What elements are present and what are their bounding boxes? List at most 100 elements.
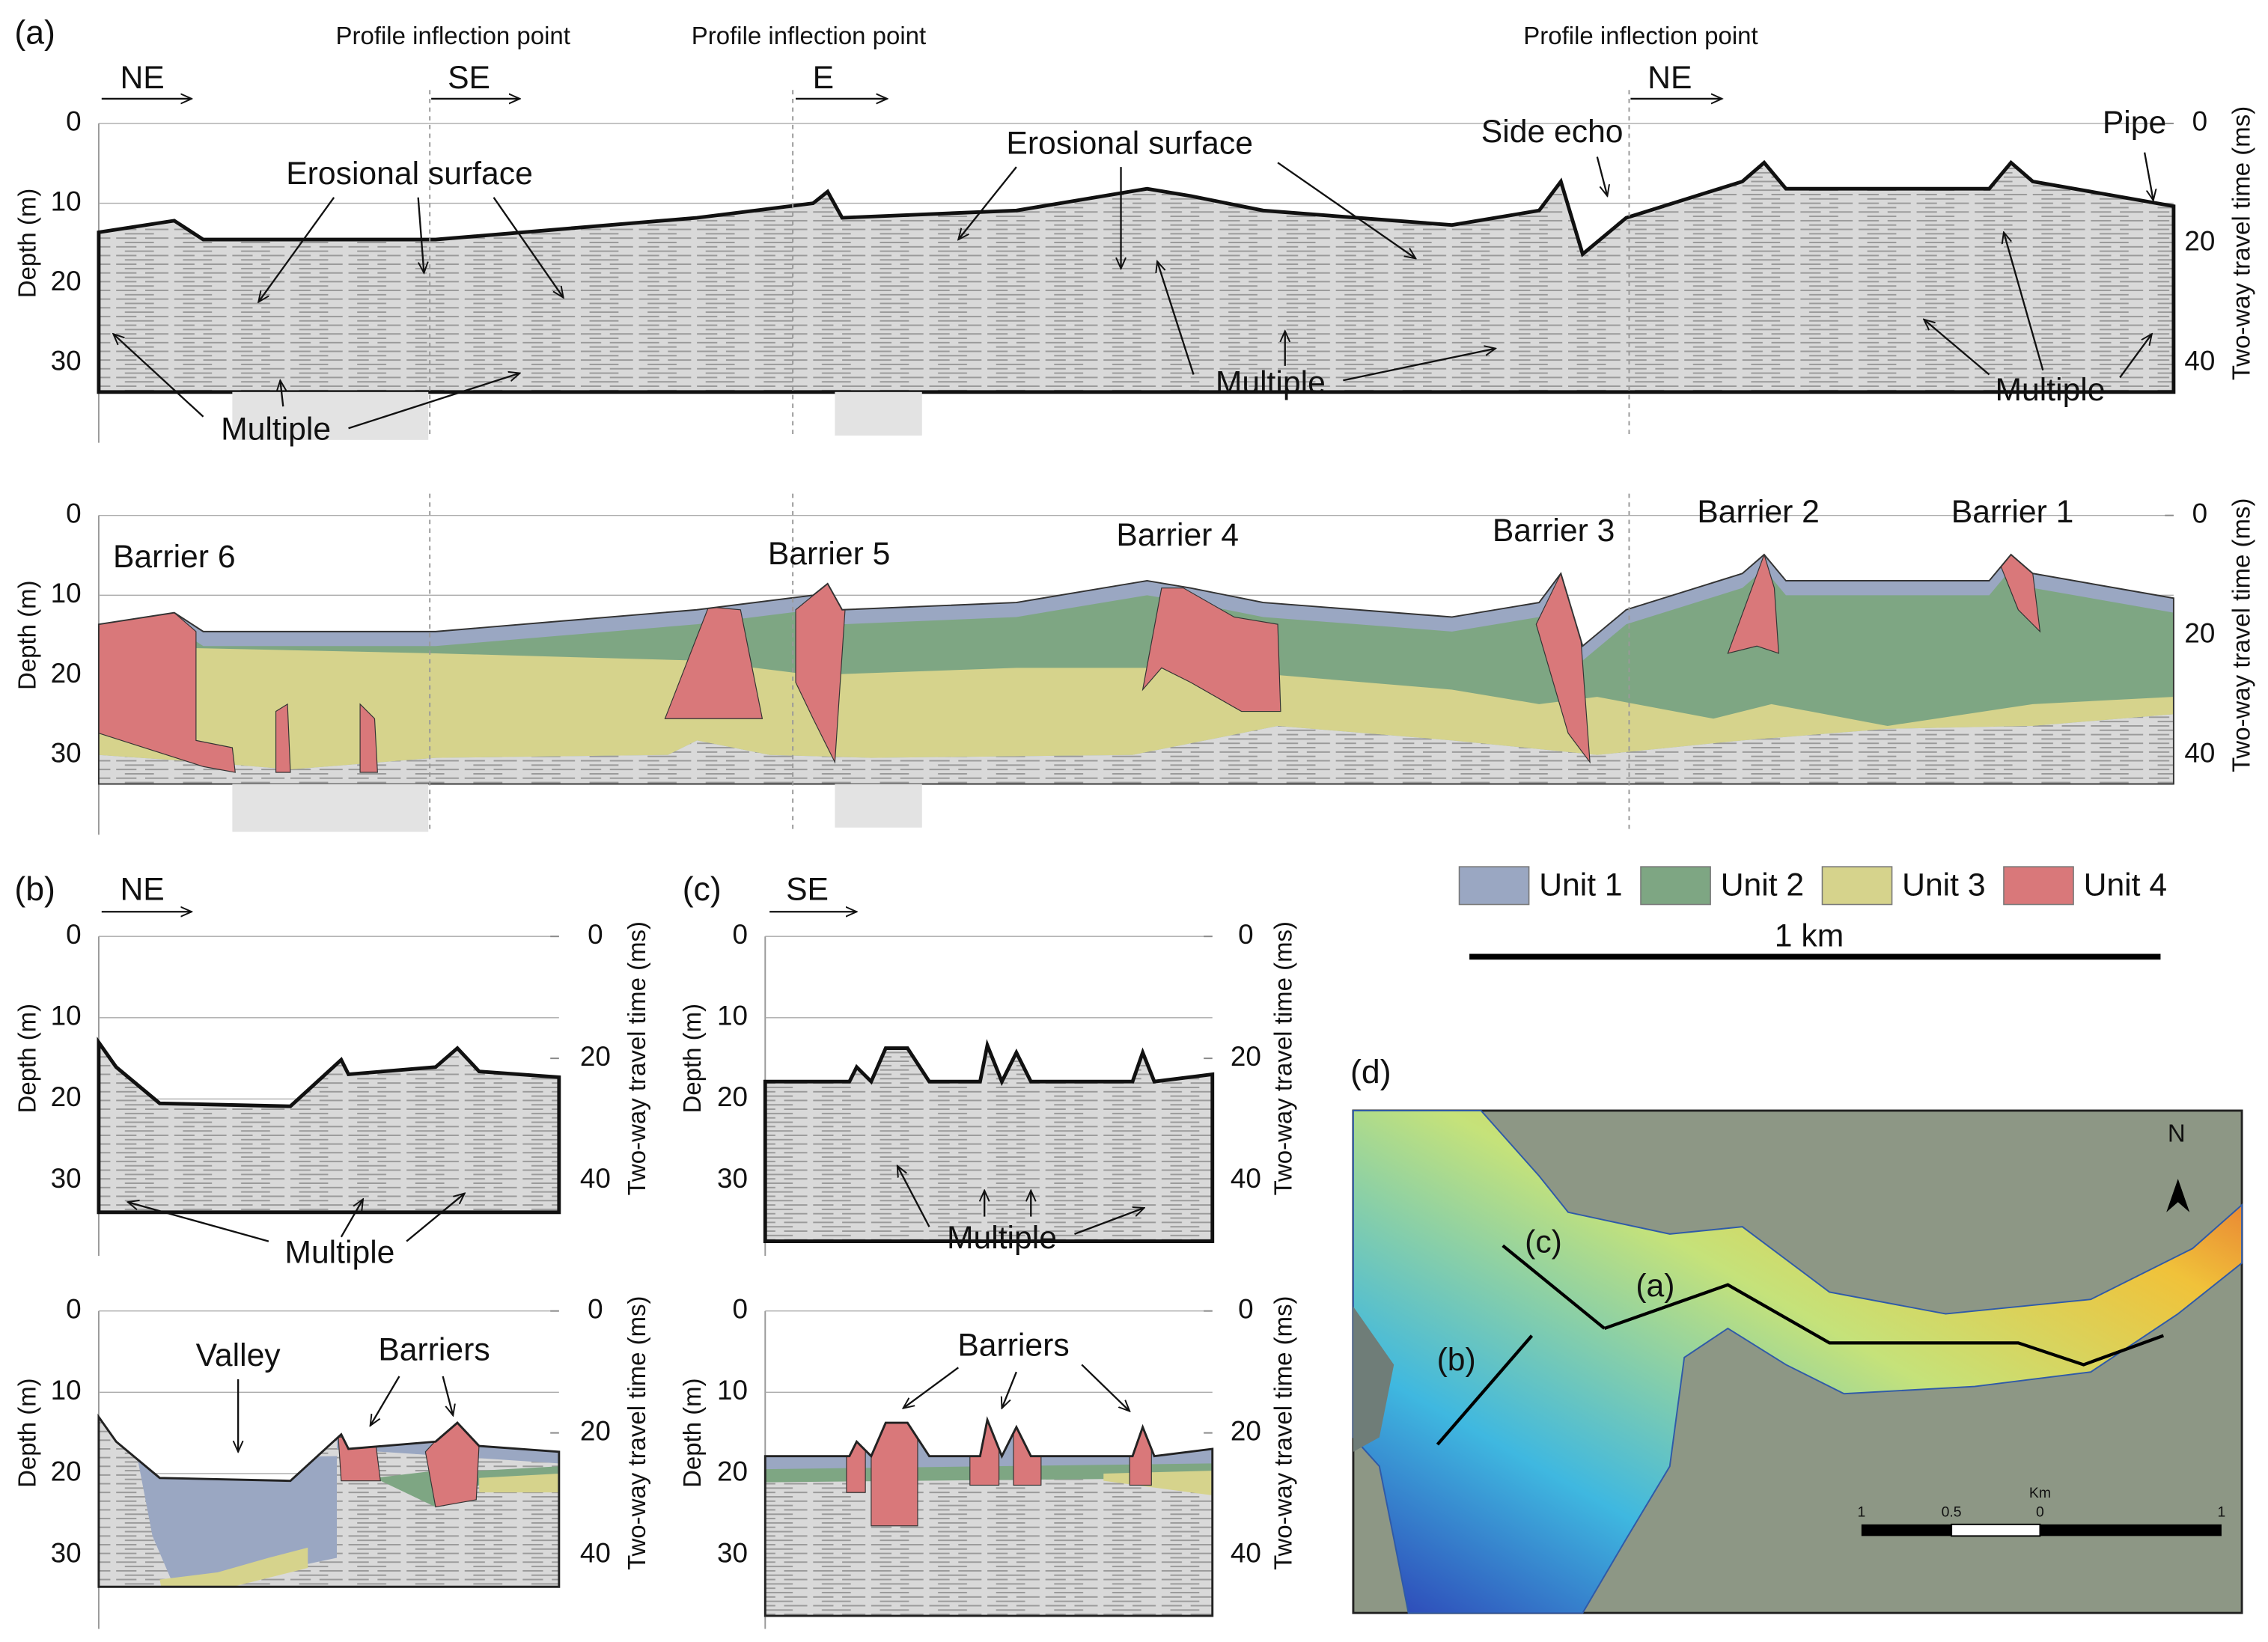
barrier-label: Barrier 1 <box>1951 494 2074 530</box>
legend-swatch <box>1640 866 1711 906</box>
map <box>1352 1109 2243 1614</box>
scale-unit: Km <box>2029 1485 2051 1501</box>
annotation: Multiple <box>284 1234 394 1270</box>
y2-tick-label: 40 <box>1231 1163 1261 1194</box>
y-tick-label: 10 <box>51 186 82 216</box>
direction-arrows <box>101 99 1722 912</box>
direction: SE <box>786 871 829 907</box>
barrier-label: Barrier 3 <box>1493 513 1615 549</box>
y-axis-title: Depth (m) <box>13 189 40 299</box>
scale-tick: 1 <box>2218 1504 2226 1520</box>
annotation-arrows <box>113 152 2153 430</box>
y2-tick-label: 20 <box>2184 617 2215 648</box>
track-label: (c) <box>1525 1224 1562 1260</box>
annotation: Erosional surface <box>286 156 533 192</box>
legend-label: Unit 2 <box>1721 867 1804 903</box>
y-tick-label: 20 <box>717 1456 748 1487</box>
north-label: N <box>2168 1120 2186 1147</box>
annotation: Pipe <box>2103 105 2166 141</box>
panel-label: (a) <box>14 14 55 51</box>
inflection-lines <box>429 90 1630 831</box>
inflection-label: Profile inflection point <box>692 22 926 49</box>
panel-c-top <box>765 1046 1212 1242</box>
annotation: Multiple <box>221 411 331 447</box>
y-axis-title: Depth (m) <box>13 1378 40 1488</box>
scale-tick: 0.5 <box>1942 1504 1962 1520</box>
annotation: Valley <box>196 1337 281 1373</box>
y-tick-label: 20 <box>51 658 82 689</box>
panel-label: (c) <box>683 871 722 908</box>
y-tick-label: 30 <box>717 1537 748 1568</box>
annotation: Multiple <box>1216 364 1326 400</box>
y2-tick-label: 20 <box>580 1041 611 1072</box>
annotation: Multiple <box>1996 372 2106 408</box>
annotation-arrows <box>897 1166 1144 1411</box>
legend-swatch <box>1458 866 1530 906</box>
y-tick-label: 20 <box>51 1456 82 1487</box>
direction: E <box>813 60 834 96</box>
y2-axis-title: Two-way travel time (ms) <box>623 1295 650 1569</box>
panel-b-top <box>99 1043 559 1212</box>
y2-tick-label: 40 <box>2184 737 2215 768</box>
inflection-label: Profile inflection point <box>336 22 570 49</box>
y2-tick-label: 0 <box>2192 106 2208 137</box>
y2-tick-label: 20 <box>2184 226 2215 257</box>
track-label: (a) <box>1636 1268 1674 1304</box>
y2-tick-label: 0 <box>588 1293 603 1324</box>
y2-axis-title: Two-way travel time (ms) <box>2228 106 2255 380</box>
legend: Unit 1 Unit 2 Unit 3 Unit 4 <box>1458 866 2167 906</box>
scale-tick: 1 <box>1857 1504 1865 1520</box>
y-tick-label: 20 <box>51 266 82 296</box>
direction: NE <box>1647 60 1692 96</box>
panel-label: (d) <box>1350 1054 1391 1090</box>
annotation: Erosional surface <box>1006 125 1253 161</box>
panel-c-bottom <box>763 1418 1214 1617</box>
track-label: (b) <box>1437 1342 1476 1378</box>
y-tick-label: 10 <box>717 1375 748 1406</box>
direction: SE <box>448 60 490 96</box>
y2-tick-label: 20 <box>1231 1041 1261 1072</box>
y2-axis-title: Two-way travel time (ms) <box>1269 1295 1296 1569</box>
barrier-label: Barrier 6 <box>113 539 236 575</box>
y-tick-label: 30 <box>717 1163 748 1194</box>
y-tick-label: 20 <box>717 1081 748 1112</box>
legend-label: Unit 1 <box>1539 867 1622 903</box>
seismic-profile <box>99 162 2174 440</box>
annotation: Barriers <box>378 1331 490 1367</box>
direction: NE <box>120 871 164 907</box>
direction: NE <box>120 60 164 96</box>
y-tick-label: 30 <box>51 737 82 768</box>
y-tick-label: 0 <box>733 1293 748 1324</box>
annotation: Barriers <box>957 1327 1069 1363</box>
y2-tick-label: 0 <box>1238 919 1254 950</box>
y-tick-label: 0 <box>66 919 81 950</box>
y-tick-label: 10 <box>51 1001 82 1031</box>
y2-tick-label: 40 <box>1231 1537 1261 1568</box>
legend-label: Unit 3 <box>1902 867 1985 903</box>
y2-tick-label: 40 <box>2184 346 2215 376</box>
y-tick-label: 0 <box>733 919 748 950</box>
y-axis-title: Depth (m) <box>13 1004 40 1114</box>
y2-axis-title: Two-way travel time (ms) <box>1269 921 1296 1195</box>
y-tick-label: 0 <box>66 1293 81 1324</box>
scale-label: 1 km <box>1775 918 1844 953</box>
panel-label: (b) <box>14 871 55 908</box>
y-tick-label: 10 <box>717 1001 748 1031</box>
y-axis-title: Depth (m) <box>678 1378 706 1488</box>
annotation: Side echo <box>1481 114 1624 150</box>
inflection-label: Profile inflection point <box>1523 22 1758 49</box>
y-axis-title: Depth (m) <box>13 580 40 690</box>
y-tick-label: 20 <box>51 1081 82 1112</box>
y2-tick-label: 0 <box>2192 498 2208 528</box>
y-tick-label: 30 <box>51 1163 82 1194</box>
interpreted-profile <box>97 554 2174 832</box>
y-tick-label: 10 <box>51 1375 82 1406</box>
y2-tick-label: 20 <box>1231 1415 1261 1446</box>
barrier-label: Barrier 2 <box>1697 494 1820 530</box>
y2-axis-title: Two-way travel time (ms) <box>2228 498 2255 772</box>
y-tick-label: 10 <box>51 578 82 608</box>
y-tick-label: 0 <box>66 106 81 137</box>
annotation: Multiple <box>947 1220 1057 1256</box>
